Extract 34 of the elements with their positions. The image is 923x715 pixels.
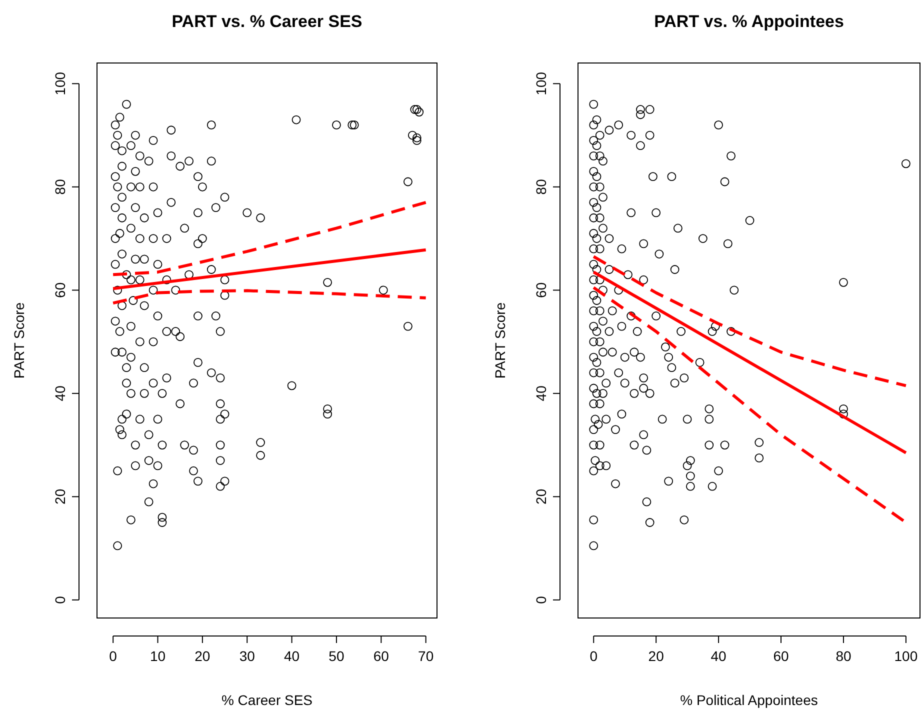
x-axis-title: % Career SES xyxy=(221,692,313,708)
y-axis-title: PART Score xyxy=(11,302,27,379)
x-tick-label: 100 xyxy=(894,648,918,664)
x-tick-label: 10 xyxy=(150,648,166,664)
y-tick-label: 80 xyxy=(52,178,68,195)
line-series xyxy=(112,200,428,276)
y-tick-label: 20 xyxy=(533,488,549,504)
y-tick-label: 0 xyxy=(52,596,68,604)
x-tick-label: 40 xyxy=(710,648,727,664)
y-tick-label: 60 xyxy=(52,282,68,298)
x-tick-label: 0 xyxy=(590,648,598,664)
x-tick-label: 30 xyxy=(239,648,256,664)
x-axis-title: % Political Appointees xyxy=(680,692,818,708)
y-tick-label: 40 xyxy=(533,385,549,402)
x-tick-label: 60 xyxy=(373,648,390,664)
x-tick-label: 60 xyxy=(773,648,790,664)
x-tick-label: 20 xyxy=(194,648,210,664)
chart-title: PART vs. % Appointees xyxy=(654,12,844,31)
x-tick-label: 0 xyxy=(109,648,118,664)
x-tick-label: 80 xyxy=(836,648,852,664)
x-tick-label: 40 xyxy=(284,648,300,664)
y-tick-label: 80 xyxy=(533,178,549,195)
x-tick-label: 50 xyxy=(328,648,344,664)
x-tick-label: 70 xyxy=(418,648,434,664)
y-axis-title: PART Score xyxy=(492,302,508,379)
x-tick-label: 20 xyxy=(648,648,664,664)
y-tick-label: 100 xyxy=(533,72,549,96)
y-tick-label: 60 xyxy=(533,282,549,298)
y-tick-label: 40 xyxy=(52,385,68,402)
y-tick-label: 100 xyxy=(52,72,68,96)
line-series xyxy=(592,255,908,388)
chart-title: PART vs. % Career SES xyxy=(172,12,362,31)
y-tick-label: 20 xyxy=(52,488,68,504)
y-tick-label: 0 xyxy=(533,596,549,604)
